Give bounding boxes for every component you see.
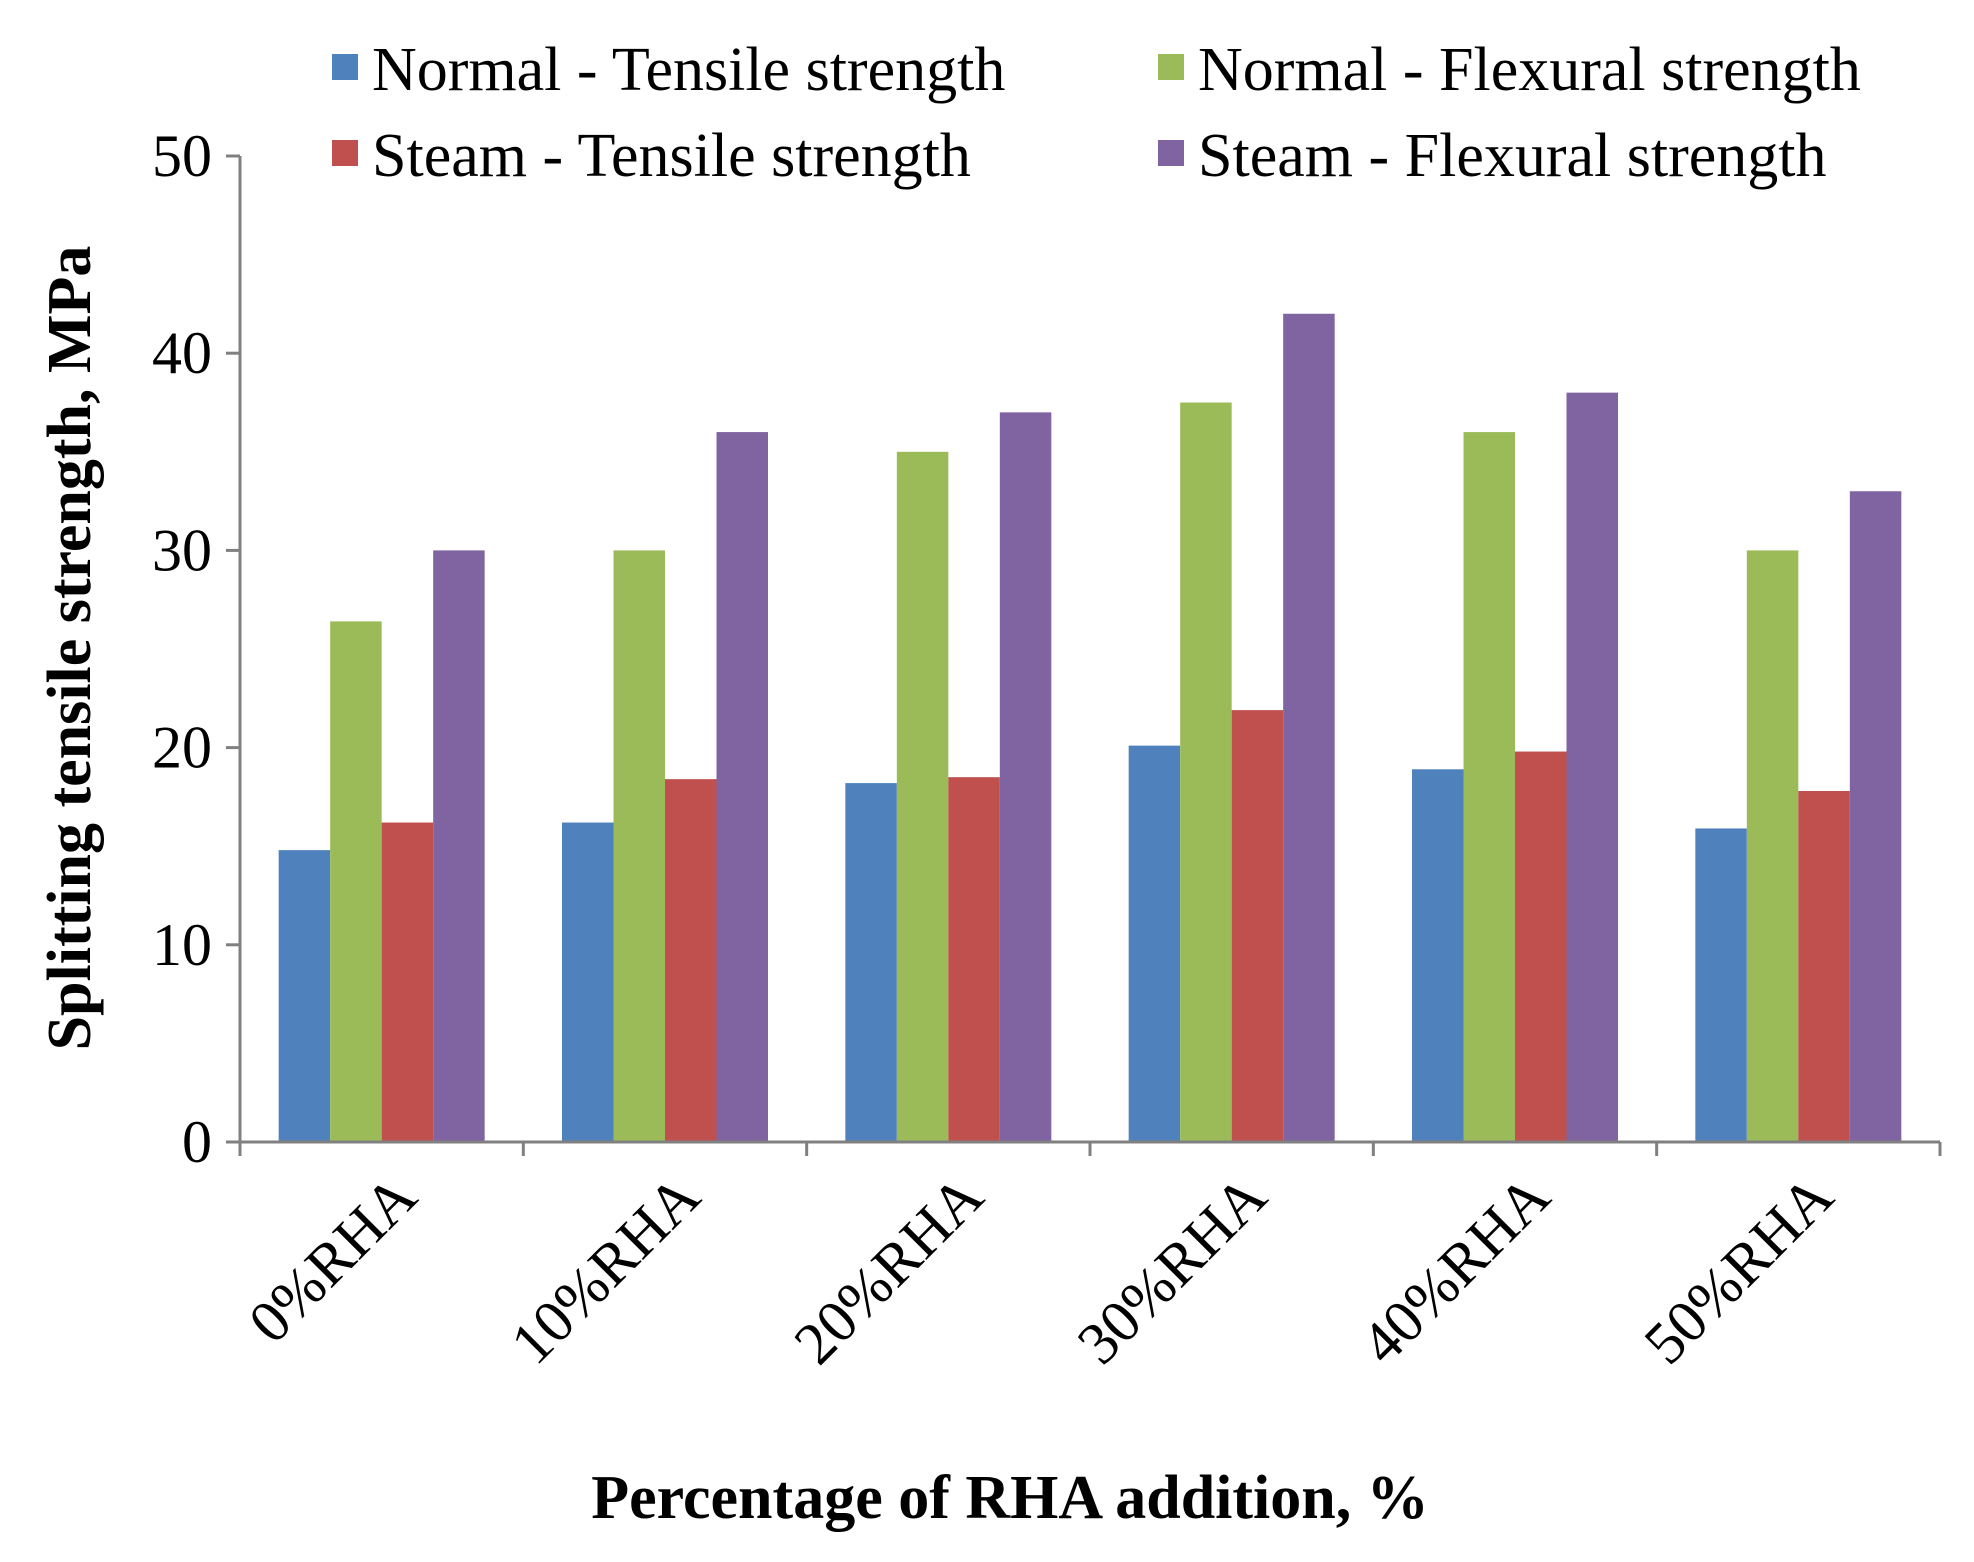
- legend-label-2: Steam - Tensile strength: [372, 122, 971, 190]
- bar-s2-c5: [1798, 790, 1850, 1142]
- y-tick-label-5: 50: [152, 123, 212, 189]
- y-tick-label-1: 10: [152, 912, 212, 978]
- bar-s3-c0: [433, 550, 485, 1142]
- legend-item-0: Normal - Tensile strength: [332, 36, 1005, 104]
- bars-group: [278, 313, 1902, 1143]
- x-axis-title: Percentage of RHA addition, %: [591, 1464, 1429, 1532]
- bar-s0-c1: [562, 822, 614, 1142]
- bar-s0-c3: [1128, 745, 1181, 1142]
- bar-s1-c0: [330, 621, 382, 1142]
- legend-swatch-3: [1158, 140, 1184, 166]
- bar-s3-c2: [999, 412, 1052, 1142]
- legend-item-3: Steam - Flexural strength: [1158, 122, 1826, 190]
- x-tick-label-4: 40%RHA: [1348, 1163, 1562, 1377]
- x-tick-label-1: 10%RHA: [498, 1163, 712, 1377]
- bar-s2-c0: [381, 822, 434, 1142]
- legend-label-3: Steam - Flexural strength: [1198, 122, 1826, 190]
- y-tick-label-4: 40: [152, 320, 212, 386]
- bar-s0-c4: [1412, 769, 1464, 1142]
- legend-swatch-1: [1158, 54, 1184, 80]
- x-tick-label-3: 30%RHA: [1065, 1163, 1279, 1377]
- legend-label-1: Normal - Flexural strength: [1198, 36, 1861, 104]
- bar-s1-c4: [1463, 432, 1515, 1143]
- legend-label-0: Normal - Tensile strength: [372, 36, 1005, 104]
- bar-s0-c0: [278, 850, 331, 1142]
- y-tick-label-0: 0: [182, 1109, 212, 1175]
- bar-s2-c3: [1231, 710, 1284, 1142]
- bar-s3-c3: [1283, 313, 1335, 1142]
- y-tick-label-2: 20: [152, 715, 212, 781]
- bar-s0-c2: [845, 783, 897, 1142]
- legend: Normal - Tensile strength Normal - Flexu…: [332, 36, 1861, 190]
- bar-s2-c4: [1515, 751, 1567, 1142]
- bar-s1-c5: [1746, 550, 1799, 1142]
- y-axis-title: Splitting tensile strength, MPa: [36, 246, 104, 1051]
- legend-swatch-0: [332, 54, 358, 80]
- legend-swatch-2: [332, 140, 358, 166]
- legend-item-1: Normal - Flexural strength: [1158, 36, 1861, 104]
- bar-s3-c5: [1849, 491, 1902, 1142]
- bar-s1-c1: [613, 550, 665, 1142]
- x-tick-label-2: 20%RHA: [782, 1163, 996, 1377]
- bar-s2-c1: [665, 779, 717, 1142]
- bar-s1-c3: [1180, 402, 1232, 1142]
- bar-s3-c4: [1566, 392, 1618, 1142]
- x-tick-label-5: 50%RHA: [1632, 1163, 1846, 1377]
- bar-s3-c1: [716, 432, 768, 1143]
- legend-item-2: Steam - Tensile strength: [332, 122, 971, 190]
- bar-s2-c2: [948, 777, 1000, 1142]
- y-tick-label-3: 30: [152, 517, 212, 583]
- bar-s1-c2: [896, 451, 949, 1142]
- bar-s0-c5: [1695, 828, 1747, 1142]
- x-tick-label-0: 0%RHA: [236, 1163, 429, 1356]
